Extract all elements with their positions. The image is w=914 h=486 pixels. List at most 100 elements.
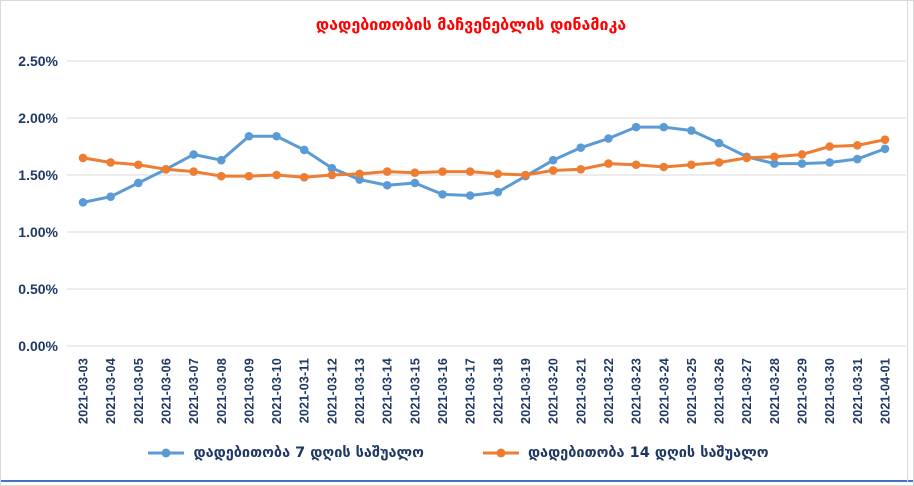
data-point[interactable] [714,158,724,167]
data-point[interactable] [604,159,613,168]
data-point[interactable] [327,163,337,173]
x-axis-tick-label: 2021-03-27 [740,358,754,424]
x-axis-tick-label: 2021-03-13 [353,358,367,424]
data-point[interactable] [797,150,807,159]
x-axis-tick-label: 2021-03-22 [602,358,616,424]
legend-label-14day-average: დადებითობა 14 დღის საშუალო [527,445,769,461]
x-axis-tick-label: 2021-03-31 [851,358,865,424]
data-point[interactable] [78,153,88,163]
x-axis-tick-label: 2021-03-08 [215,358,229,424]
x-axis-tick-label: 2021-03-14 [381,358,395,424]
data-point[interactable] [714,138,724,148]
x-axis-tick-label: 2021-03-16 [436,358,450,424]
x-axis-tick-label: 2021-03-05 [132,358,146,424]
x-axis-tick-label: 2021-03-30 [823,358,837,424]
data-point[interactable] [299,145,309,155]
y-axis-tick-label: 1.50% [18,167,58,183]
x-axis-tick-label: 2021-03-25 [685,358,699,424]
data-point[interactable] [659,162,669,172]
y-axis-tick-label: 2.50% [18,53,58,69]
legend-item-14day-average[interactable]: დადებითობა 14 დღის საშუალო [482,445,769,461]
data-point[interactable] [825,158,834,167]
data-point[interactable] [880,135,890,144]
legend-line-marker-icon [482,448,519,458]
chart-right-border [907,1,908,482]
data-point[interactable] [521,170,530,180]
data-point[interactable] [825,142,834,151]
data-point[interactable] [78,198,88,207]
y-axis-tick-label: 0.50% [18,281,58,297]
data-point[interactable] [687,160,696,170]
x-axis-tick-label: 2021-03-15 [408,358,422,424]
data-point[interactable] [576,165,586,174]
chart-bottom-border [1,480,913,482]
data-point[interactable] [216,171,226,181]
data-point[interactable] [272,131,281,141]
x-axis-tick-label: 2021-03-17 [464,358,478,424]
data-point[interactable] [493,169,503,179]
data-point[interactable] [134,178,143,188]
data-point[interactable] [853,141,862,150]
series-line-1[interactable] [81,138,887,179]
data-point[interactable] [548,166,558,175]
data-point[interactable] [299,172,309,182]
data-point[interactable] [189,150,198,159]
data-point[interactable] [438,167,447,176]
data-point[interactable] [770,159,779,168]
data-point[interactable] [410,178,420,188]
x-axis-tick-label: 2021-03-20 [547,358,561,424]
chart-title: დადებითობის მაჩვენებლის დინამიკა [315,15,627,34]
data-point[interactable] [216,155,226,165]
x-axis-tick-label: 2021-03-23 [630,358,644,424]
data-point[interactable] [382,180,392,190]
data-point[interactable] [189,167,198,176]
data-point[interactable] [355,169,364,179]
data-point[interactable] [853,154,862,164]
x-axis-tick-label: 2021-03-21 [574,358,588,424]
data-point[interactable] [604,134,613,143]
data-point[interactable] [161,165,171,174]
data-point[interactable] [631,160,641,170]
data-point[interactable] [465,191,475,200]
x-axis-tick-label: 2021-03-29 [796,358,810,424]
x-axis-tick-label: 2021-04-01 [879,358,893,424]
x-axis-tick-label: 2021-03-19 [519,358,533,424]
data-point[interactable] [106,192,115,201]
series-line-0[interactable] [81,125,887,204]
x-axis-tick-label: 2021-03-12 [325,358,339,424]
data-point[interactable] [797,159,807,168]
legend-line-marker-icon [148,448,185,458]
legend-label-7day-average: დადებითობა 7 დღის საშუალო [193,445,424,461]
data-point[interactable] [465,167,475,176]
data-point[interactable] [548,155,558,165]
data-point[interactable] [880,144,890,154]
x-axis-tick-label: 2021-03-26 [713,358,727,424]
data-point[interactable] [410,168,420,178]
legend-item-7day-average[interactable]: დადებითობა 7 დღის საშუალო [147,445,424,461]
data-point[interactable] [438,190,447,199]
data-point[interactable] [244,131,254,141]
y-axis-tick-label: 0.00% [18,338,58,354]
data-point[interactable] [770,152,779,162]
x-axis-tick-label: 2021-03-04 [104,358,118,424]
x-axis-tick-label: 2021-03-09 [242,358,256,424]
data-point[interactable] [576,143,586,152]
x-axis-tick-label: 2021-03-11 [298,358,312,423]
data-point[interactable] [659,122,669,132]
chart-legend: დადებითობა 7 დღის საშუალო დადებითობა 14 … [1,445,913,461]
x-axis-tick-label: 2021-03-24 [657,358,671,424]
data-point[interactable] [272,170,281,180]
data-point[interactable] [106,158,115,167]
data-point[interactable] [493,187,503,197]
data-point[interactable] [244,171,254,181]
data-point[interactable] [327,170,337,180]
x-axis-tick-label: 2021-03-06 [159,358,173,424]
data-point[interactable] [134,160,143,170]
x-axis-tick-label: 2021-03-18 [491,358,505,424]
data-point[interactable] [631,122,641,132]
data-point[interactable] [382,167,392,176]
data-point[interactable] [742,153,752,163]
data-point[interactable] [687,126,696,135]
